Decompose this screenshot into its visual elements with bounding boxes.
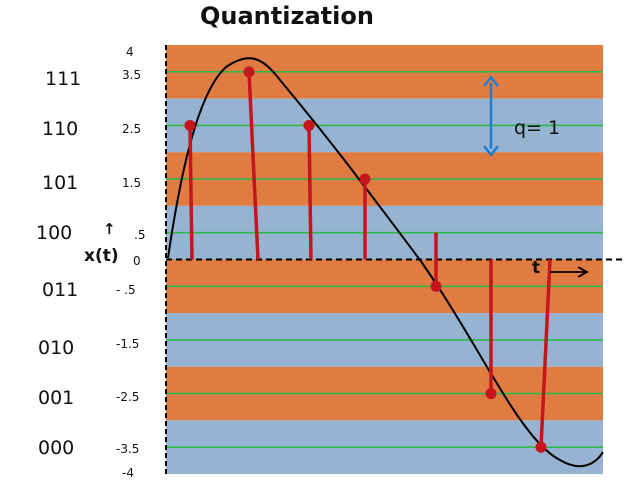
code-label-001: 001 <box>38 387 75 409</box>
code-label-000: 000 <box>38 437 75 459</box>
sample-point-3 <box>359 173 371 185</box>
step-size-label: q= 1 <box>514 117 561 139</box>
t-arrow-head-icon <box>577 266 589 278</box>
time-axis-label: t <box>532 258 541 278</box>
level-label-minus-0.5: - .5 <box>116 283 136 297</box>
y-axis-label: x(t) <box>84 246 119 266</box>
sample-point-4 <box>430 280 442 292</box>
q-arrow-head-down-icon <box>483 145 499 157</box>
code-label-010: 010 <box>38 337 75 359</box>
sample-point-0 <box>184 119 196 131</box>
code-label-110: 110 <box>42 118 79 140</box>
level-label-0.5: .5 <box>134 228 146 242</box>
code-label-011: 011 <box>42 279 79 301</box>
sample-stem-2 <box>307 125 313 260</box>
diagram-title: Quantization <box>200 2 374 30</box>
code-label-111: 111 <box>45 68 82 90</box>
level-label-minus-1.5: -1.5 <box>116 337 140 351</box>
code-label-101: 101 <box>42 172 79 194</box>
level-label-1.5: 1.5 <box>122 176 142 190</box>
level-label-3.5: 3.5 <box>122 68 142 82</box>
q-arrow-head-up-icon <box>483 75 499 87</box>
level-label-minus-2.5: -2.5 <box>116 390 140 404</box>
sample-point-2 <box>303 119 315 131</box>
sample-point-5 <box>485 388 497 400</box>
level-label-2.5: 2.5 <box>122 122 142 136</box>
sample-point-6 <box>535 441 547 453</box>
level-label-4: 4 <box>126 45 134 59</box>
level-label-0: 0 <box>133 254 141 268</box>
code-label-100: 100 <box>36 222 73 244</box>
sample-stem-0 <box>188 125 194 260</box>
sample-stem-1 <box>247 71 260 260</box>
sample-stem-6 <box>539 259 552 448</box>
analog-signal-curve <box>167 57 604 468</box>
sample-point-1 <box>243 66 255 78</box>
level-label-minus-4: -4 <box>122 466 134 480</box>
level-label-minus-3.5: -3.5 <box>116 442 140 456</box>
up-arrow-icon: ↑ <box>103 220 116 238</box>
